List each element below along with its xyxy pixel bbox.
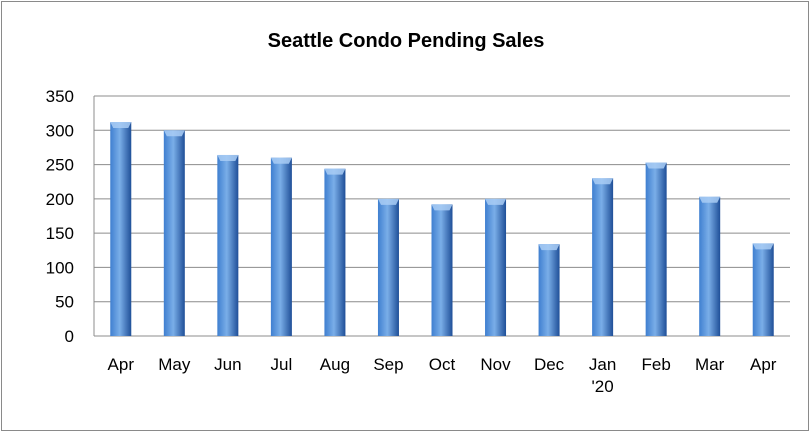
bar-cap	[592, 178, 614, 185]
x-tick-label: Feb	[642, 355, 671, 374]
bar-cap	[110, 122, 132, 129]
bar-1	[163, 130, 185, 336]
y-tick-label: 300	[46, 121, 74, 140]
y-tick-label: 150	[46, 224, 74, 243]
bar-cap	[217, 154, 239, 161]
bar-body	[270, 157, 292, 336]
bar-body	[645, 162, 667, 336]
bar-cap	[163, 130, 185, 137]
bar-body	[431, 204, 453, 336]
bar-body	[699, 196, 721, 336]
bar-11	[699, 196, 721, 336]
bar-0	[110, 122, 132, 336]
bar-10	[645, 162, 667, 336]
x-tick-label: Apr	[108, 355, 135, 374]
bar-cap	[538, 244, 560, 251]
bar-8	[538, 244, 560, 336]
bar-9	[592, 178, 614, 336]
bar-cap	[324, 168, 346, 175]
x-tick-label: Oct	[429, 355, 456, 374]
x-tick-label: Mar	[695, 355, 725, 374]
bar-body	[377, 198, 399, 336]
x-tick-label: Aug	[320, 355, 350, 374]
y-tick-label: 250	[46, 156, 74, 175]
bar-3	[270, 157, 292, 336]
bar-cap	[431, 204, 453, 211]
x-tick-label: Sep	[373, 355, 403, 374]
bar-body	[110, 122, 132, 336]
y-tick-label: 50	[55, 293, 74, 312]
y-tick-label: 200	[46, 190, 74, 209]
bar-cap	[270, 157, 292, 164]
x-tick-label: Apr	[750, 355, 777, 374]
x-tick-label: May	[158, 355, 191, 374]
bar-cap	[645, 162, 667, 169]
bar-7	[485, 198, 507, 336]
bar-2	[217, 154, 239, 336]
y-tick-label: 350	[46, 87, 74, 106]
bar-cap	[377, 198, 399, 205]
x-tick-label: Nov	[480, 355, 511, 374]
x-tick-label: Jan '20	[589, 355, 616, 396]
y-tick-label: 100	[46, 258, 74, 277]
bar-body	[538, 244, 560, 336]
bar-body	[752, 243, 774, 336]
bar-body	[324, 168, 346, 336]
bar-cap	[752, 243, 774, 250]
bar-4	[324, 168, 346, 336]
chart-title: Seattle Condo Pending Sales	[267, 30, 545, 52]
bar-body	[592, 178, 614, 336]
bar-5	[377, 198, 399, 336]
y-tick-label: 0	[65, 327, 74, 346]
bar-cap	[485, 198, 507, 205]
x-tick-label: Jun	[214, 355, 241, 374]
bar-cap	[699, 196, 721, 203]
x-tick-label: Jul	[271, 355, 293, 374]
x-tick-label: Dec	[534, 355, 565, 374]
bar-body	[485, 198, 507, 336]
bar-body	[217, 154, 239, 336]
bar-body	[163, 130, 185, 336]
bar-6	[431, 204, 453, 336]
bar-12	[752, 243, 774, 336]
